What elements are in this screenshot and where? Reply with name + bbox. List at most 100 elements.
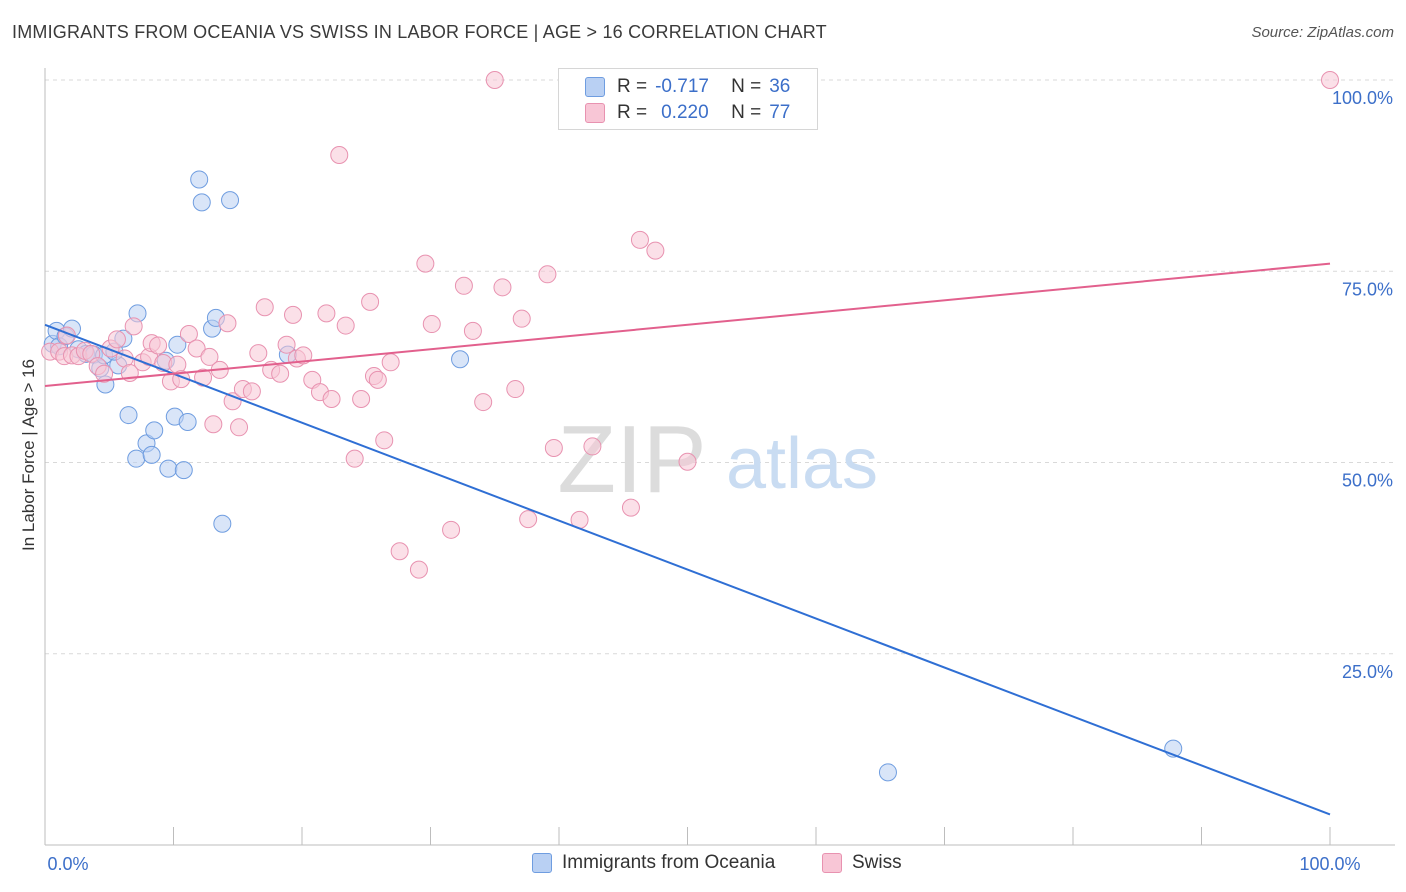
point-swiss — [630, 230, 649, 249]
point-swiss — [416, 254, 435, 273]
legend-n-value-oceania: 36 — [769, 76, 791, 97]
point-oceania — [451, 350, 470, 369]
point-swiss — [678, 452, 697, 471]
tick-labels: 25.0% 50.0% 75.0% 100.0% 0.0% 100.0% — [47, 88, 1393, 874]
point-swiss — [361, 292, 380, 311]
y-tick-label: 100.0% — [1332, 88, 1393, 108]
point-oceania — [168, 335, 187, 354]
series-label-swiss: Swiss — [852, 852, 902, 873]
point-swiss — [352, 390, 371, 409]
watermark-atlas: atlas — [726, 424, 878, 504]
point-swiss — [204, 415, 223, 434]
point-swiss — [336, 316, 355, 335]
legend-n-label: N = — [731, 76, 762, 97]
point-swiss — [390, 542, 409, 561]
point-oceania — [190, 170, 209, 189]
x-tick-label: 100.0% — [1299, 854, 1360, 874]
legend-row-oceania: R = -0.717 N = 36 — [585, 74, 790, 100]
point-swiss — [330, 145, 349, 164]
point-oceania — [213, 514, 232, 533]
y-tick-label: 75.0% — [1342, 279, 1393, 299]
correlation-legend: R = -0.717 N = 36 R = 0.220 N = 77 — [558, 68, 818, 130]
legend-r-value-oceania: -0.717 — [655, 76, 709, 97]
legend-r-value-swiss: 0.220 — [661, 102, 709, 123]
point-oceania — [174, 461, 193, 480]
point-swiss — [422, 315, 441, 334]
point-swiss — [493, 278, 512, 297]
x-tick-label: 0.0% — [47, 854, 88, 874]
point-swiss — [409, 560, 428, 579]
point-oceania — [127, 449, 146, 468]
series-legend-oceania[interactable]: Immigrants from Oceania — [532, 852, 775, 874]
point-oceania — [142, 445, 161, 464]
point-swiss — [230, 418, 249, 437]
point-swiss — [463, 321, 482, 340]
point-swiss — [149, 336, 168, 355]
point-swiss — [95, 364, 114, 383]
point-swiss — [512, 309, 531, 328]
y-tick-label: 25.0% — [1342, 662, 1393, 682]
point-swiss — [345, 449, 364, 468]
legend-swatch-oceania — [585, 77, 605, 97]
legend-n-label: N = — [731, 102, 762, 123]
point-swiss — [485, 71, 504, 89]
axes — [44, 68, 1395, 846]
point-swiss — [317, 304, 336, 323]
legend-swatch-swiss — [585, 103, 605, 123]
point-swiss — [368, 370, 387, 389]
point-swiss — [583, 437, 602, 456]
point-oceania — [221, 191, 240, 210]
legend-row-swiss: R = 0.220 N = 77 — [585, 100, 790, 126]
point-swiss — [200, 347, 219, 366]
point-swiss — [474, 393, 493, 412]
point-swiss — [271, 364, 290, 383]
y-tick-label: 50.0% — [1342, 471, 1393, 491]
series-swatch-swiss — [822, 853, 842, 873]
point-swiss — [381, 353, 400, 372]
chart-title: IMMIGRANTS FROM OCEANIA VS SWISS IN LABO… — [12, 22, 827, 42]
point-oceania — [119, 406, 138, 425]
point-swiss — [322, 390, 341, 409]
point-oceania — [192, 193, 211, 212]
series-label-oceania: Immigrants from Oceania — [562, 852, 776, 873]
point-swiss — [454, 276, 473, 295]
point-oceania — [878, 763, 897, 782]
point-swiss — [544, 438, 563, 457]
trend-line-swiss — [44, 262, 1331, 387]
data-points — [41, 71, 1339, 782]
point-swiss — [442, 520, 461, 539]
legend-r-label: R = — [617, 102, 648, 123]
point-swiss — [249, 344, 268, 363]
point-oceania — [159, 459, 178, 478]
point-swiss — [124, 317, 143, 336]
trend-line-oceania — [44, 323, 1331, 816]
series-swatch-oceania — [532, 853, 552, 873]
series-legend-swiss[interactable]: Swiss — [822, 852, 902, 874]
legend-n-value-swiss: 77 — [769, 102, 791, 123]
point-swiss — [187, 339, 206, 358]
series-legend: Immigrants from Oceania Swiss — [0, 852, 1406, 878]
point-oceania — [178, 412, 197, 431]
point-swiss — [506, 380, 525, 399]
watermark: ZIP atlas — [557, 406, 878, 513]
point-swiss — [519, 510, 538, 529]
trend-lines — [44, 262, 1331, 816]
point-swiss — [538, 265, 557, 284]
point-swiss — [284, 305, 303, 324]
point-oceania — [145, 421, 164, 440]
source-credit: Source: ZipAtlas.com — [1251, 24, 1394, 41]
point-swiss — [107, 330, 126, 349]
point-swiss — [646, 241, 665, 260]
point-swiss — [1321, 71, 1339, 89]
point-swiss — [294, 346, 313, 365]
point-swiss — [375, 431, 394, 450]
point-swiss — [277, 335, 296, 354]
point-swiss — [179, 324, 198, 343]
point-swiss — [621, 498, 640, 517]
y-axis-label: In Labor Force | Age > 16 — [19, 359, 38, 551]
point-swiss — [218, 314, 237, 333]
point-swiss — [242, 382, 261, 401]
point-swiss — [255, 298, 274, 317]
legend-r-label: R = — [617, 76, 648, 97]
